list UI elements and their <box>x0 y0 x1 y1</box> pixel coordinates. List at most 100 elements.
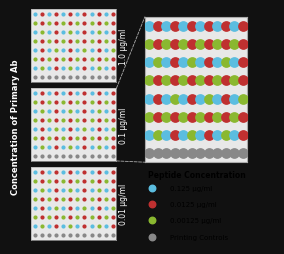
Point <box>32 119 37 123</box>
Point <box>47 67 51 71</box>
Point <box>89 137 94 141</box>
Point <box>75 91 80 96</box>
Point <box>75 100 80 104</box>
Point <box>68 215 72 219</box>
Point <box>181 133 185 137</box>
Point <box>39 215 44 219</box>
Point <box>47 91 51 96</box>
Point <box>224 79 228 83</box>
Point <box>61 225 65 229</box>
Point <box>96 76 101 80</box>
Point <box>155 79 160 83</box>
Point <box>224 151 228 155</box>
Point <box>47 119 51 123</box>
Point <box>61 179 65 183</box>
Point <box>96 58 101 62</box>
Point <box>47 58 51 62</box>
Point <box>96 225 101 229</box>
Point <box>39 233 44 237</box>
Point <box>32 146 37 150</box>
Point <box>89 31 94 35</box>
Point <box>103 188 108 192</box>
Point <box>54 76 59 80</box>
Text: 1.0 μg/ml: 1.0 μg/ml <box>119 28 128 65</box>
Point <box>103 91 108 96</box>
Point <box>47 13 51 17</box>
Point <box>82 128 87 132</box>
Point <box>47 49 51 53</box>
Point <box>110 128 115 132</box>
Point <box>82 137 87 141</box>
Point <box>68 179 72 183</box>
Point <box>164 25 168 29</box>
Point <box>164 151 168 155</box>
Point <box>61 40 65 44</box>
Point <box>54 188 59 192</box>
Point <box>89 179 94 183</box>
Point <box>32 179 37 183</box>
Point <box>61 215 65 219</box>
Point <box>103 109 108 114</box>
Point <box>32 31 37 35</box>
Point <box>54 67 59 71</box>
Point <box>96 100 101 104</box>
Point <box>39 40 44 44</box>
Point <box>96 31 101 35</box>
Point <box>189 43 194 47</box>
Point <box>32 206 37 210</box>
Point <box>82 100 87 104</box>
Point <box>68 170 72 174</box>
Point <box>68 22 72 26</box>
Point <box>32 100 37 104</box>
Point <box>110 22 115 26</box>
Point <box>75 76 80 80</box>
Point <box>172 115 177 119</box>
Point <box>96 40 101 44</box>
Point <box>147 61 151 65</box>
Point <box>96 137 101 141</box>
Text: Concentration of Primary Ab: Concentration of Primary Ab <box>11 59 20 195</box>
Point <box>82 67 87 71</box>
Point <box>181 151 185 155</box>
Point <box>147 115 151 119</box>
Point <box>96 91 101 96</box>
Point <box>39 170 44 174</box>
Point <box>32 137 37 141</box>
Point <box>61 13 65 17</box>
Point <box>61 197 65 201</box>
Point <box>96 13 101 17</box>
Point <box>61 170 65 174</box>
Point <box>155 25 160 29</box>
Point <box>241 43 245 47</box>
Point <box>68 109 72 114</box>
Point <box>39 119 44 123</box>
Point <box>47 100 51 104</box>
Point <box>96 206 101 210</box>
Point <box>47 31 51 35</box>
Text: 0.01 μg/ml: 0.01 μg/ml <box>119 183 128 224</box>
Point <box>96 155 101 159</box>
Point <box>103 13 108 17</box>
Point <box>82 109 87 114</box>
Point <box>32 58 37 62</box>
Point <box>82 170 87 174</box>
Point <box>54 31 59 35</box>
Point <box>189 97 194 101</box>
Point <box>61 91 65 96</box>
Point <box>189 151 194 155</box>
Point <box>68 91 72 96</box>
Point <box>172 97 177 101</box>
Point <box>82 179 87 183</box>
Point <box>61 109 65 114</box>
Point <box>54 91 59 96</box>
Point <box>82 188 87 192</box>
Point <box>47 225 51 229</box>
Point <box>68 13 72 17</box>
Point <box>215 151 220 155</box>
Point <box>155 43 160 47</box>
Point <box>54 170 59 174</box>
Point <box>54 137 59 141</box>
Point <box>172 151 177 155</box>
Point <box>82 49 87 53</box>
Point <box>232 115 237 119</box>
